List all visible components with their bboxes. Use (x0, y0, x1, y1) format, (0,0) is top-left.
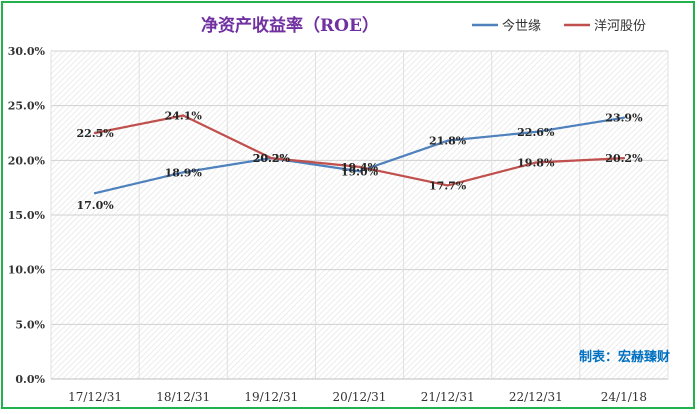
data-label: 20.2% (253, 152, 291, 165)
data-label: 23.9% (605, 112, 643, 125)
data-label: 17.0% (76, 199, 114, 212)
x-tick-label: 21/12/31 (421, 390, 475, 404)
x-tick-label: 22/12/31 (509, 390, 563, 404)
data-label: 18.9% (165, 166, 203, 179)
data-point (534, 130, 537, 134)
y-axis: 0.0% 5.0% 10.0% 15.0% 20.0% 25.0% 30.0% (8, 45, 46, 386)
x-tick-label: 24/1/18 (601, 390, 647, 404)
data-label: 20.2% (253, 152, 291, 165)
y-tick-label: 0.0% (15, 373, 45, 386)
data-point (182, 171, 185, 174)
y-tick-label: 20.0% (8, 154, 46, 167)
x-tick-label: 17/12/31 (68, 390, 122, 404)
y-tick-label: 15.0% (8, 209, 46, 222)
data-label: 19.4% (341, 161, 379, 174)
data-point (622, 156, 626, 160)
legend-label-series-1: 今世缘 (502, 18, 541, 34)
data-point (270, 156, 273, 160)
data-label: 21.8% (429, 135, 467, 148)
series-lines (93, 114, 626, 195)
data-point (358, 170, 361, 173)
data-point (446, 184, 449, 187)
x-tick-label: 18/12/31 (156, 390, 210, 404)
x-tick-label: 19/12/31 (244, 390, 298, 404)
data-point (93, 131, 97, 135)
x-axis: 17/12/31 18/12/31 19/12/31 20/12/31 21/12/31… (51, 378, 668, 404)
legend: 今世缘 洋河股份 (472, 18, 646, 34)
data-label: 22.5% (76, 127, 114, 140)
source-watermark: 制表：宏赫臻财 (579, 349, 670, 365)
data-label: 20.2% (605, 152, 643, 165)
legend-label-series-2: 洋河股份 (594, 19, 646, 34)
x-tick-label: 20/12/31 (333, 390, 387, 404)
y-tick-label: 25.0% (8, 100, 46, 113)
data-label: 19.8% (517, 157, 555, 170)
y-tick-label: 5.0% (15, 318, 45, 331)
data-point (182, 114, 185, 117)
data-point (93, 191, 97, 195)
data-point (622, 116, 626, 119)
data-label: 19.0% (341, 165, 379, 178)
data-point (358, 165, 361, 169)
y-tick-label: 10.0% (8, 264, 46, 277)
chart-title: 净资产收益率（ROE） (201, 15, 379, 36)
data-point (446, 139, 449, 142)
data-label: 17.7% (429, 179, 467, 192)
data-point (534, 161, 537, 164)
data-labels: 17.0% 18.9% 20.2% 19.0% 21.8% 22.6% 23.9% 22.5%… (76, 110, 643, 213)
data-label: 22.6% (517, 126, 555, 139)
y-tick-label: 30.0% (8, 45, 46, 58)
data-label: 24.1% (165, 110, 203, 123)
